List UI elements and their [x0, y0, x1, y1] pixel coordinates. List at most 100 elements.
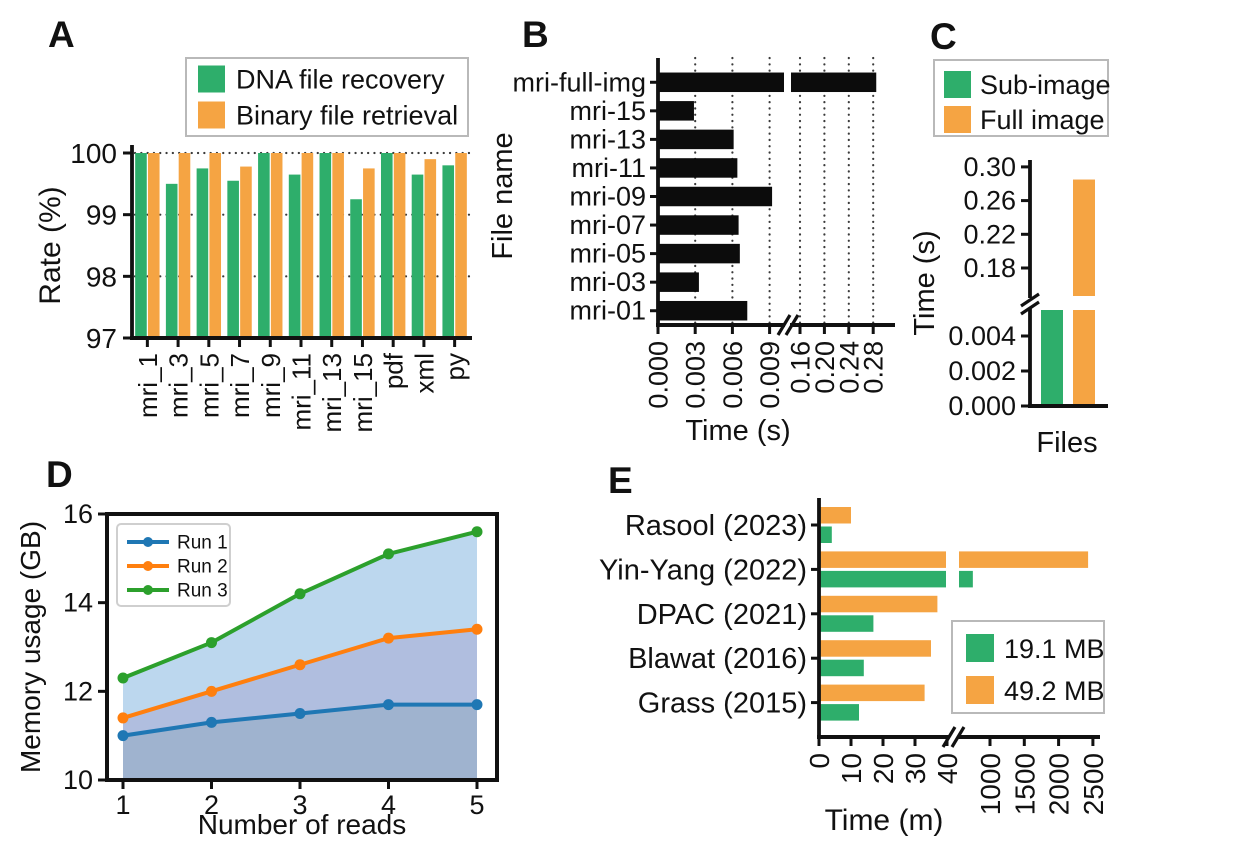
y-tick-label: 0.30 [963, 152, 1016, 182]
bar-mri-11 [658, 158, 738, 178]
y-tick-label: mri-07 [569, 210, 646, 240]
bar-mri_3-dna [165, 183, 178, 338]
bar-mri_7-dna [227, 180, 239, 338]
bar-mri-01 [658, 300, 748, 321]
bar-mri-13 [658, 129, 734, 150]
bar-mri-full-img-right [791, 72, 877, 93]
marker-Run 2 [383, 632, 394, 644]
marker-Run 2 [294, 659, 306, 671]
bar-mri-03 [658, 272, 699, 292]
legend-swatch [198, 65, 225, 93]
bar-Yin-Yang (2022)-49.2 MB-left [819, 551, 946, 568]
bar-mri_15-binary [363, 168, 375, 338]
legend: DNA file recovery Binary file retrieval [185, 57, 469, 137]
x-tick-label: mri_7 [225, 353, 255, 418]
bar-mri-09 [658, 186, 773, 207]
x-tick-label: 2000 [1044, 753, 1075, 815]
y-axis-title: Memory usage (GB) [15, 521, 46, 773]
panel-b-label: B [522, 14, 549, 55]
bar-DPAC (2021)-19.1 MB [819, 615, 874, 632]
bar-mri_3-binary [178, 153, 191, 338]
x-tick-label: 20 [868, 753, 899, 784]
x-tick-label: pdf [379, 352, 409, 389]
y-tick-label: 0.000 [948, 391, 1016, 421]
bar-Full image-upper [1073, 179, 1095, 296]
axis-break-icon [1020, 300, 1040, 316]
bar-Sub-image-lower [1041, 310, 1063, 406]
bar-mri_11-dna [288, 174, 301, 338]
bar-mri-full-img-left [658, 72, 784, 93]
marker-Run 1 [471, 699, 483, 711]
bar-Yin-Yang (2022)-49.2 MB-right [959, 551, 1089, 568]
bar-Blawat (2016)-19.1 MB [819, 659, 864, 677]
y-tick-label: 0.002 [948, 356, 1016, 386]
x-tick-label: 0.000 [644, 341, 674, 409]
y-tick-label: mri-15 [569, 96, 646, 126]
x-tick-label: 0.16 [786, 341, 816, 394]
x-axis-title: Time (m) [825, 804, 944, 837]
legend-swatch [966, 634, 994, 662]
x-tick-label: mri_15 [348, 353, 378, 432]
legend-label: 19.1 MB [1004, 634, 1105, 664]
bar-mri_15-dna [350, 199, 362, 338]
legend-swatch [944, 71, 971, 98]
bar-pdf-binary [393, 153, 406, 338]
x-tick-label: 1000 [975, 753, 1006, 815]
bar-mri-07 [658, 215, 739, 235]
x-tick-label: 2 [204, 790, 219, 820]
y-tick-label: 16 [63, 499, 93, 529]
legend-label: Sub-image [980, 70, 1111, 100]
y-tick-label: Yin-Yang (2022) [599, 554, 807, 586]
axis-break-icon [950, 726, 966, 748]
bar-mri_13-dna [319, 153, 332, 338]
y-tick-label: 100 [70, 138, 117, 169]
panel-e-label: E [608, 460, 633, 501]
y-tick-label: 0.22 [963, 219, 1016, 249]
y-tick-label: mri-full-img [513, 67, 646, 97]
bar-Rasool (2023)-49.2 MB [819, 507, 851, 524]
y-tick-label: mri-13 [569, 124, 646, 154]
bar-Grass (2015)-19.1 MB [819, 704, 859, 721]
y-tick-label: Grass (2015) [638, 688, 807, 720]
bar-Rasool (2023)-19.1 MB [819, 526, 832, 543]
x-tick-label: 0.20 [810, 341, 840, 394]
marker-Run 2 [471, 623, 483, 635]
legend-label: Full image [980, 105, 1105, 135]
x-tick-label: 0 [804, 753, 835, 769]
marker-Run 3 [294, 588, 306, 600]
bar-Yin-Yang (2022)-19.1 MB-left [819, 570, 946, 588]
y-tick-label: mri-09 [569, 182, 646, 212]
x-tick-label: 10 [836, 753, 867, 784]
x-tick-label: 0.003 [681, 341, 711, 409]
marker-Run 1 [117, 730, 129, 742]
legend-label: Binary file retrieval [236, 101, 458, 131]
bar-Yin-Yang (2022)-19.1 MB-right [959, 570, 973, 588]
y-tick-label: mri-11 [571, 153, 646, 183]
y-axis-title: Time (s) [909, 230, 941, 335]
marker-Run 1 [294, 708, 306, 720]
marker-Run 3 [117, 672, 129, 684]
x-tick-label: py [440, 353, 470, 380]
marker-Run 1 [206, 716, 217, 728]
legend-swatch [944, 106, 971, 133]
y-tick-label: 97 [86, 323, 117, 354]
panel-a-label: A [48, 14, 75, 55]
legend: Sub-image Full image [933, 59, 1111, 137]
x-tick-label: 0.28 [859, 341, 889, 394]
y-axis-title: Rate (%) [34, 186, 67, 304]
x-tick-label: mri_11 [287, 353, 317, 431]
bar-DPAC (2021)-49.2 MB [819, 595, 938, 613]
x-tick-label: 40 [932, 753, 963, 784]
x-tick-label: 4 [381, 790, 396, 820]
x-tick-label: mri_13 [317, 353, 347, 432]
marker-Run 3 [383, 548, 394, 560]
legend: 19.1 MB 49.2 MB [951, 620, 1105, 714]
y-tick-label: 10 [63, 765, 93, 795]
legend-marker [143, 585, 153, 595]
legend-box [185, 57, 469, 137]
legend-swatch [966, 676, 994, 704]
legend-label: 49.2 MB [1004, 676, 1105, 706]
legend-label: Run 2 [177, 557, 228, 578]
y-tick-label: mri-03 [569, 267, 646, 297]
bar-mri_11-binary [301, 153, 314, 338]
